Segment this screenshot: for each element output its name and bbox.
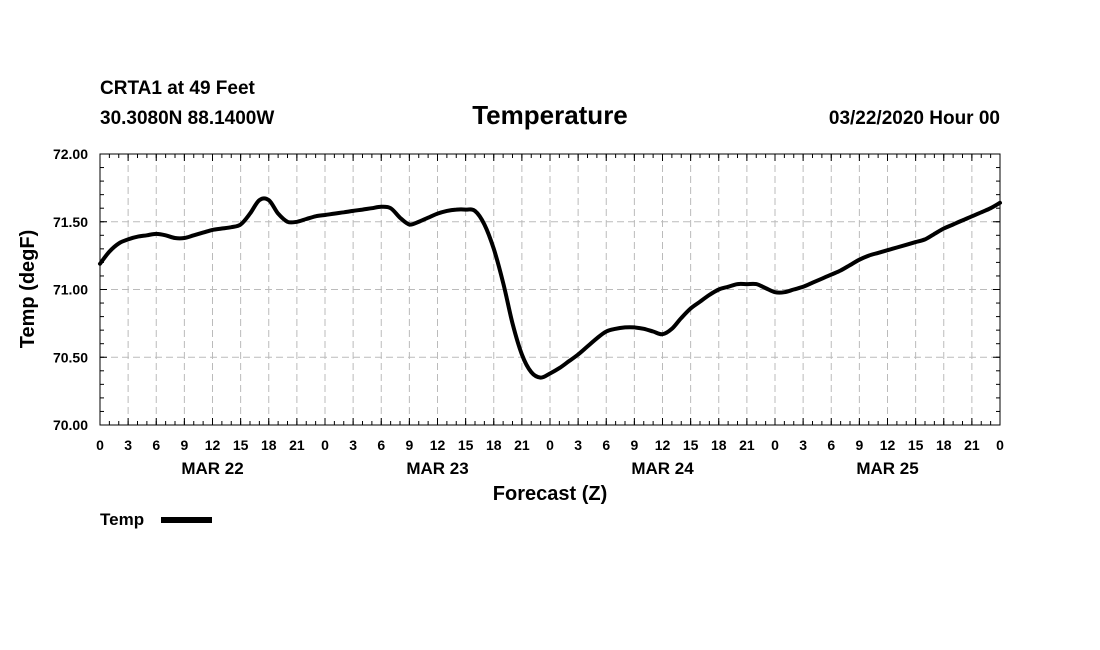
y-tick-labels: 70.00 70.50 71.00 71.50 72.00 (53, 146, 88, 433)
x-tick-labels: 0 3 6 9 12 15 18 21 0 3 6 9 12 15 18 21 0 3 6 9 12 15 18 21 0 3 6 9… (96, 437, 1004, 453)
day-label: MAR 23 (406, 459, 468, 478)
x-tick-label: 12 (205, 437, 221, 453)
x-tick-label: 0 (771, 437, 779, 453)
issued-label: 03/22/2020 Hour 00 (829, 108, 1000, 129)
x-tick-label: 21 (739, 437, 755, 453)
x-tick-label: 9 (855, 437, 863, 453)
x-tick-label: 3 (799, 437, 807, 453)
x-tick-label: 3 (124, 437, 132, 453)
y-tick-label: 71.50 (53, 214, 88, 230)
x-tick-label: 6 (602, 437, 610, 453)
x-tick-label: 9 (405, 437, 413, 453)
legend-label: Temp (100, 510, 144, 529)
x-tick-label: 18 (936, 437, 952, 453)
location-label: 30.3080N 88.1400W (100, 108, 274, 129)
x-tick-label: 3 (349, 437, 357, 453)
station-label: CRTA1 at 49 Feet (100, 78, 256, 99)
x-tick-label: 6 (377, 437, 385, 453)
x-tick-label: 9 (630, 437, 638, 453)
x-tick-label: 18 (486, 437, 502, 453)
x-tick-label: 15 (458, 437, 474, 453)
x-tick-label: 0 (546, 437, 554, 453)
x-tick-label: 12 (430, 437, 446, 453)
grid-lines (100, 154, 1000, 425)
y-tick-label: 70.50 (53, 349, 88, 365)
x-tick-label: 0 (321, 437, 329, 453)
y-tick-label: 70.00 (53, 417, 88, 433)
x-tick-label: 9 (180, 437, 188, 453)
x-tick-label: 21 (964, 437, 980, 453)
day-label: MAR 25 (856, 459, 918, 478)
x-tick-label: 21 (289, 437, 305, 453)
x-tick-label: 0 (996, 437, 1004, 453)
chart-title: Temperature (472, 100, 628, 130)
y-tick-label: 72.00 (53, 146, 88, 162)
x-tick-label: 0 (96, 437, 104, 453)
y-tick-label: 71.00 (53, 282, 88, 298)
x-tick-label: 15 (683, 437, 699, 453)
x-tick-label: 12 (655, 437, 671, 453)
temp-series-line (98, 196, 1002, 380)
day-labels: MAR 22 MAR 23 MAR 24 MAR 25 (181, 459, 918, 478)
day-label: MAR 22 (181, 459, 243, 478)
x-tick-label: 18 (261, 437, 277, 453)
axis-ticks (99, 153, 1001, 426)
x-tick-label: 6 (152, 437, 160, 453)
day-label: MAR 24 (631, 459, 694, 478)
x-tick-label: 18 (711, 437, 727, 453)
x-axis-label: Forecast (Z) (493, 483, 607, 505)
x-tick-label: 6 (827, 437, 835, 453)
x-tick-label: 3 (574, 437, 582, 453)
x-tick-label: 15 (233, 437, 249, 453)
x-tick-label: 12 (880, 437, 896, 453)
y-axis-label: Temp (degF) (17, 230, 39, 349)
x-tick-label: 15 (908, 437, 924, 453)
x-tick-label: 21 (514, 437, 530, 453)
legend: Temp (100, 510, 212, 529)
